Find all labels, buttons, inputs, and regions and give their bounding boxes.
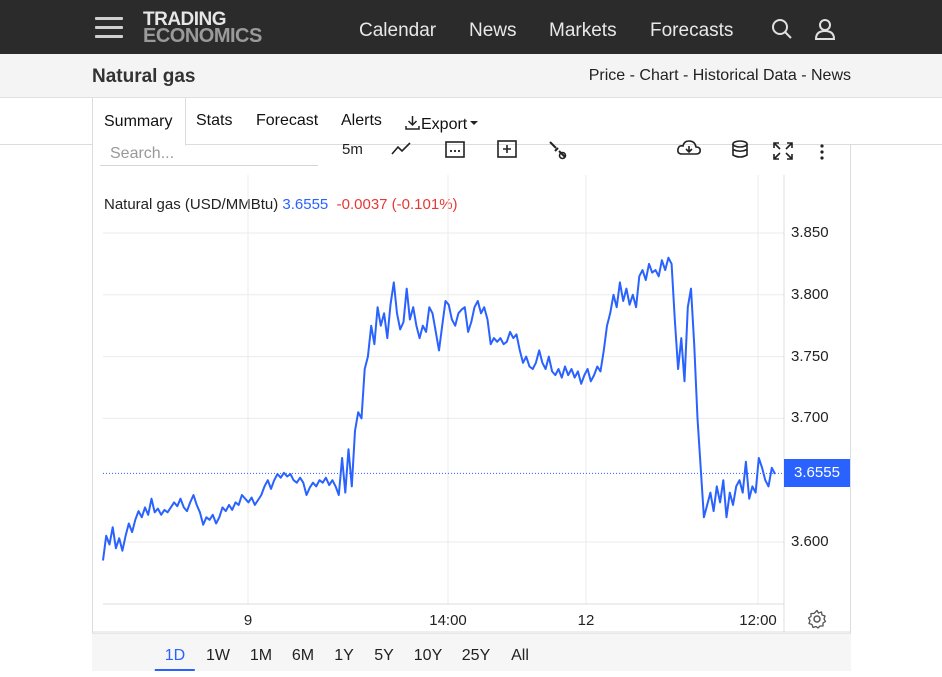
tab-summary[interactable]: Summary [92, 98, 186, 146]
y-tick-label: 3.600 [791, 533, 829, 550]
instrument-header: Natural gas Price - Chart - Historical D… [0, 54, 942, 98]
range-1w[interactable]: 1W [206, 647, 230, 664]
tab-stats[interactable]: Stats [196, 112, 233, 129]
symbol-search-input[interactable] [100, 142, 318, 166]
x-tick-label: 12 [577, 612, 595, 629]
export-label: Export [421, 116, 468, 133]
range-6m[interactable]: 6M [291, 647, 315, 664]
range-25y[interactable]: 25Y [461, 647, 491, 664]
search-icon[interactable] [771, 18, 793, 45]
settings-icon[interactable] [807, 609, 827, 634]
tab-alerts[interactable]: Alerts [341, 112, 382, 129]
range-10y[interactable]: 10Y [413, 647, 443, 664]
x-tick-label: 14:00 [429, 612, 467, 629]
tab-forecast[interactable]: Forecast [256, 112, 319, 129]
x-tick-label: 9 [243, 612, 253, 629]
top-navigation-bar: TRADING ECONOMICS Calendar News Markets … [0, 0, 942, 54]
y-tick-label: 3.750 [791, 347, 829, 365]
link-historical-data[interactable]: Historical Data [692, 67, 797, 84]
y-tick-label: 3.800 [791, 285, 829, 303]
menu-icon[interactable] [95, 17, 123, 39]
caret-down-icon [470, 121, 479, 125]
download-icon [405, 116, 420, 130]
fullscreen-icon[interactable] [772, 141, 794, 166]
more-icon[interactable] [818, 141, 826, 166]
nav-forecasts[interactable]: Forecasts [650, 20, 734, 41]
y-tick-label: 3.850 [791, 224, 829, 241]
interval-selector[interactable]: 5m [342, 141, 363, 158]
quote-line: Natural gas (USD/MMBtu) 3.6555 -0.0037 (… [104, 196, 458, 213]
link-separator: - [796, 67, 811, 84]
link-separator: - [678, 67, 693, 84]
x-tick-label: 12:00 [739, 612, 777, 629]
nav-calendar[interactable]: Calendar [359, 20, 437, 41]
range-5y[interactable]: 5Y [374, 647, 394, 664]
link-news[interactable]: News [810, 67, 851, 84]
price-series-line [102, 256, 776, 561]
add-icon[interactable] [496, 139, 518, 164]
logo[interactable]: TRADING ECONOMICS [143, 9, 262, 47]
range-1y[interactable]: 1Y [334, 647, 354, 664]
user-icon[interactable] [814, 18, 836, 45]
page-title: Natural gas [92, 66, 196, 87]
logo-line2: ECONOMICS [143, 25, 262, 47]
range-1m[interactable]: 1M [249, 647, 273, 664]
range-all[interactable]: All [511, 647, 529, 664]
instrument-links: Price - Chart - Historical Data - News [589, 67, 851, 85]
content-tabs: Summary Stats Forecast Alerts Export [0, 98, 942, 146]
logo-line1: TRADING [143, 9, 227, 30]
line-type-icon[interactable] [391, 140, 411, 163]
link-chart[interactable]: Chart [639, 67, 679, 84]
y-tick-label: 3.700 [791, 409, 829, 427]
range-1d[interactable]: 1D [154, 647, 196, 671]
link-separator: - [625, 67, 640, 84]
tab-export[interactable]: Export [404, 112, 479, 134]
nav-markets[interactable]: Markets [549, 20, 617, 41]
last-price-badge: 3.6555 [784, 459, 850, 488]
database-icon[interactable] [731, 139, 749, 164]
last-price: 3.6555 [282, 196, 329, 213]
wrench-icon[interactable] [546, 139, 568, 166]
download-icon[interactable] [676, 139, 702, 164]
link-price[interactable]: Price [588, 67, 626, 84]
price-change-percent: (-0.101%) [391, 196, 458, 213]
instrument-name: Natural gas (USD/MMBtu) [104, 196, 279, 213]
nav-news[interactable]: News [469, 20, 517, 41]
range-selector: 1D 1W 1M 6M 1Y 5Y 10Y 25Y All [92, 633, 851, 671]
calendar-icon[interactable] [444, 139, 466, 164]
price-change: -0.0037 [336, 196, 388, 213]
